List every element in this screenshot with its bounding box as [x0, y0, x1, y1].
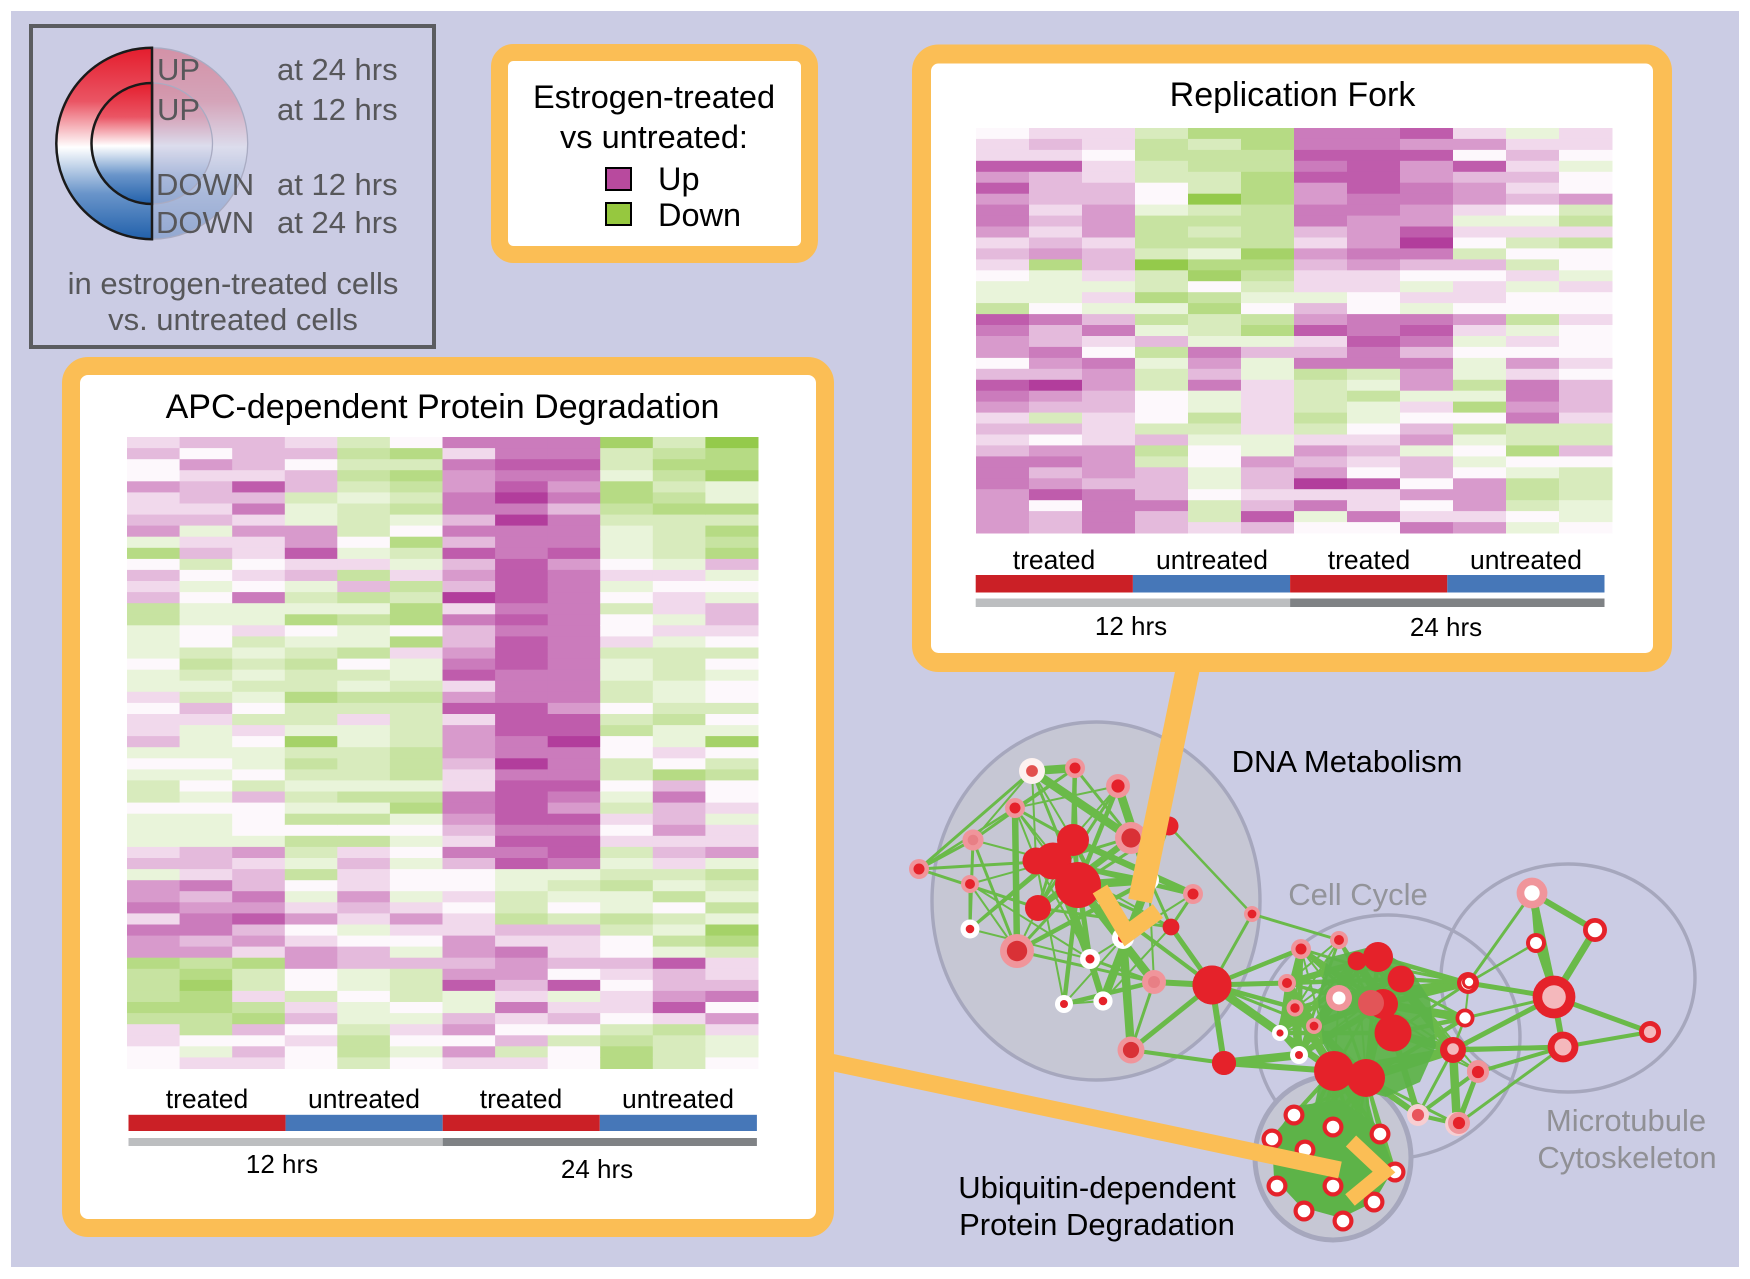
svg-text:vs untreated:: vs untreated:: [560, 119, 748, 155]
svg-text:treated: treated: [480, 1084, 563, 1114]
svg-text:DOWN: DOWN: [156, 167, 254, 202]
svg-text:DOWN: DOWN: [156, 205, 254, 240]
svg-text:Cell Cycle: Cell Cycle: [1288, 877, 1428, 912]
svg-text:treated: treated: [1013, 545, 1096, 575]
svg-text:treated: treated: [166, 1084, 249, 1114]
svg-text:treated: treated: [1328, 545, 1411, 575]
svg-text:APC-dependent Protein Degradat: APC-dependent Protein Degradation: [166, 388, 720, 426]
svg-text:at 24 hrs: at 24 hrs: [277, 52, 398, 87]
svg-text:untreated: untreated: [1156, 545, 1268, 575]
svg-text:Microtubule: Microtubule: [1546, 1103, 1706, 1138]
svg-text:vs. untreated cells: vs. untreated cells: [108, 302, 358, 337]
svg-text:Down: Down: [658, 197, 741, 233]
svg-text:12 hrs: 12 hrs: [1095, 611, 1167, 641]
svg-text:Ubiquitin-dependent: Ubiquitin-dependent: [958, 1170, 1236, 1205]
svg-text:at 12 hrs: at 12 hrs: [277, 167, 398, 202]
svg-text:Cytoskeleton: Cytoskeleton: [1537, 1140, 1716, 1175]
svg-text:at 12 hrs: at 12 hrs: [277, 92, 398, 127]
svg-text:Protein Degradation: Protein Degradation: [959, 1207, 1235, 1242]
svg-text:Up: Up: [658, 161, 700, 197]
svg-text:untreated: untreated: [308, 1084, 420, 1114]
svg-text:in estrogen-treated cells: in estrogen-treated cells: [68, 266, 399, 301]
svg-text:12 hrs: 12 hrs: [246, 1149, 318, 1179]
svg-text:untreated: untreated: [622, 1084, 734, 1114]
svg-text:UP: UP: [157, 52, 200, 87]
svg-text:Estrogen-treated: Estrogen-treated: [533, 79, 775, 115]
svg-text:Replication Fork: Replication Fork: [1170, 76, 1417, 114]
svg-text:24 hrs: 24 hrs: [561, 1154, 633, 1184]
svg-text:DNA Metabolism: DNA Metabolism: [1232, 744, 1463, 779]
svg-text:UP: UP: [157, 92, 200, 127]
svg-text:24 hrs: 24 hrs: [1410, 612, 1482, 642]
svg-text:untreated: untreated: [1470, 545, 1582, 575]
svg-text:at 24 hrs: at 24 hrs: [277, 205, 398, 240]
